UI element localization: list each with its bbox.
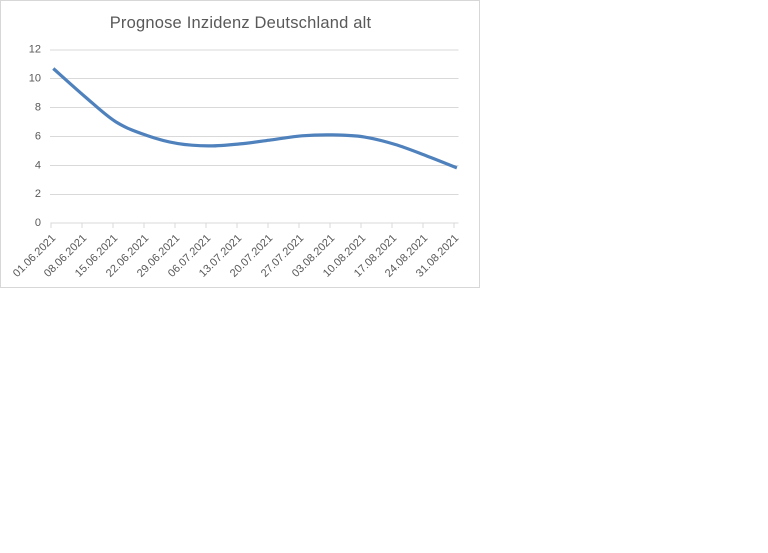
svg-text:10: 10 [29, 73, 41, 85]
svg-text:Prognose Inzidenz Deutschland: Prognose Inzidenz Deutschland alt [110, 14, 372, 32]
svg-text:4: 4 [35, 159, 41, 171]
svg-text:2: 2 [35, 188, 41, 200]
svg-text:12: 12 [29, 44, 41, 56]
svg-text:8: 8 [35, 102, 41, 114]
svg-text:6: 6 [35, 130, 41, 142]
svg-text:0: 0 [35, 217, 41, 229]
